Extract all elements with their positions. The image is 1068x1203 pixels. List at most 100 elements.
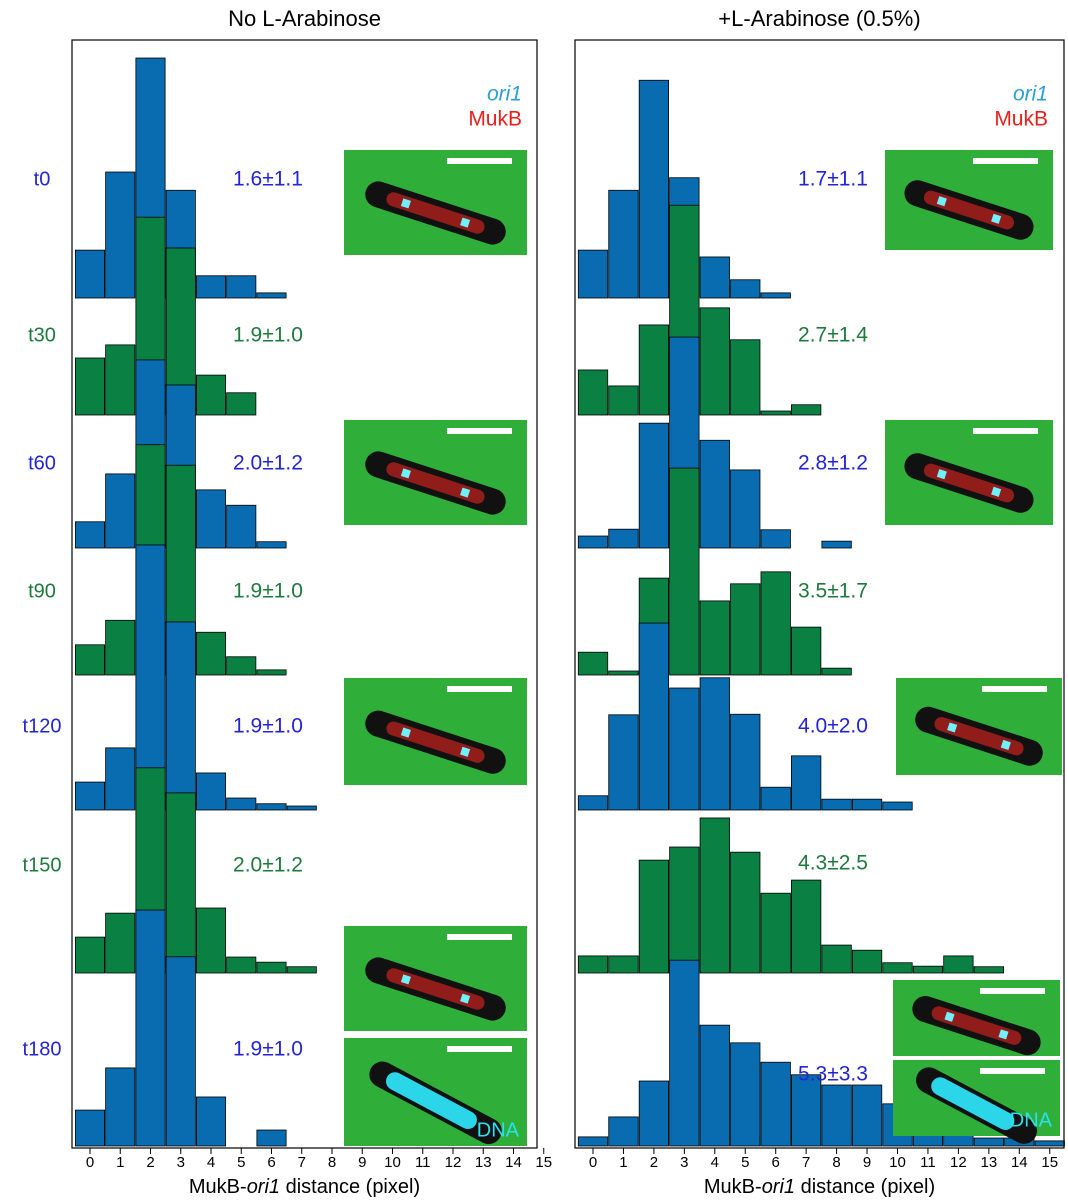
bar [106,748,135,810]
x-tick-label: 4 [711,1154,719,1171]
bar [822,541,851,548]
mean-annotation: 1.6±1.1 [233,168,303,191]
bar [791,405,820,415]
x-tick-label: 0 [86,1154,94,1171]
bar [75,358,104,415]
bar [166,793,195,973]
bar [75,250,104,298]
bar [257,804,286,810]
scale-bar [447,686,512,692]
bar [731,470,760,548]
bar [106,474,135,548]
bar [761,572,790,675]
scale-bar [447,1046,512,1052]
figure: No L-Arabinose0123456789101112131415MukB… [0,0,1068,1203]
bar [791,627,820,675]
micrograph [885,420,1053,525]
bar [257,1130,286,1146]
micrograph [896,678,1062,775]
bar [700,257,729,298]
bar [578,250,607,298]
bar [166,957,195,1146]
bar [670,468,699,675]
bar [75,937,104,973]
x-tick-label: 3 [680,1154,688,1171]
bar [609,1117,638,1146]
bar [75,782,104,810]
row-label: t30 [28,324,56,346]
x-tick-label: 10 [384,1154,401,1171]
bar [822,1085,851,1146]
x-axis-label-part: ori1 [247,1176,280,1198]
x-tick-label: 11 [415,1154,431,1171]
bar [761,1062,790,1146]
micrograph: DNA [893,1060,1060,1148]
micrograph [885,150,1053,250]
scale-bar [982,686,1047,692]
bar [761,411,790,415]
x-tick-label: 14 [1011,1154,1028,1171]
x-tick-label: 9 [358,1154,366,1171]
bar [761,530,790,548]
panel-title: +L-Arabinose (0.5%) [718,6,920,31]
x-tick-label: 11 [920,1154,936,1171]
bar [883,963,912,973]
x-tick-label: 4 [207,1154,215,1171]
bar [227,957,256,973]
scale-bar [447,934,512,940]
bar [852,799,881,810]
bar [700,601,729,675]
bar [731,714,760,810]
bar [196,1097,225,1146]
bar [700,678,729,810]
scale-bar [447,158,512,164]
micrograph [344,926,527,1031]
bar [822,799,851,810]
bar [670,960,699,1146]
x-tick-label: 1 [116,1154,124,1171]
micrograph [893,980,1060,1059]
page: No L-Arabinose0123456789101112131415MukB… [0,0,1068,1203]
x-tick-label: 7 [802,1154,810,1171]
bar [822,945,851,973]
x-axis-label: MukB-ori1 distance (pixel) [189,1176,420,1198]
x-tick-label: 8 [832,1154,840,1171]
bar [700,308,729,415]
x-axis-label-part: ori1 [762,1176,795,1198]
row-label: t150 [23,854,62,876]
bar [136,910,165,1146]
channel-label: ori1 [487,83,522,106]
bar [791,880,820,973]
bar [196,773,225,810]
x-axis-label-part: distance (pixel) [795,1176,935,1198]
x-tick-label: 7 [298,1154,306,1171]
bar [196,276,225,298]
row-label: t120 [23,715,62,737]
bar [639,860,668,973]
bar [578,536,607,548]
scale-bar [980,988,1045,994]
mean-annotation: 1.9±1.0 [233,715,303,738]
mean-annotation: 1.7±1.1 [798,168,868,191]
bar [670,847,699,973]
x-tick-label: 14 [505,1154,522,1171]
bar [700,440,729,548]
mean-annotation: 4.0±2.0 [798,715,868,738]
x-axis-label-part: MukB- [189,1176,247,1198]
bar [822,668,851,675]
bar [639,423,668,548]
x-tick-label: 2 [146,1154,154,1171]
mean-annotation: 1.9±1.0 [233,1038,303,1061]
bar [883,802,912,810]
x-tick-label: 10 [889,1154,906,1171]
bar [731,340,760,415]
bar [761,293,790,298]
bar [609,956,638,973]
x-tick-label: 9 [863,1154,871,1171]
x-tick-label: 15 [1041,1154,1058,1171]
bar [974,1138,1003,1146]
x-tick-label: 5 [237,1154,245,1171]
bar [75,522,104,548]
bar [944,1135,973,1146]
scale-bar [973,158,1038,164]
